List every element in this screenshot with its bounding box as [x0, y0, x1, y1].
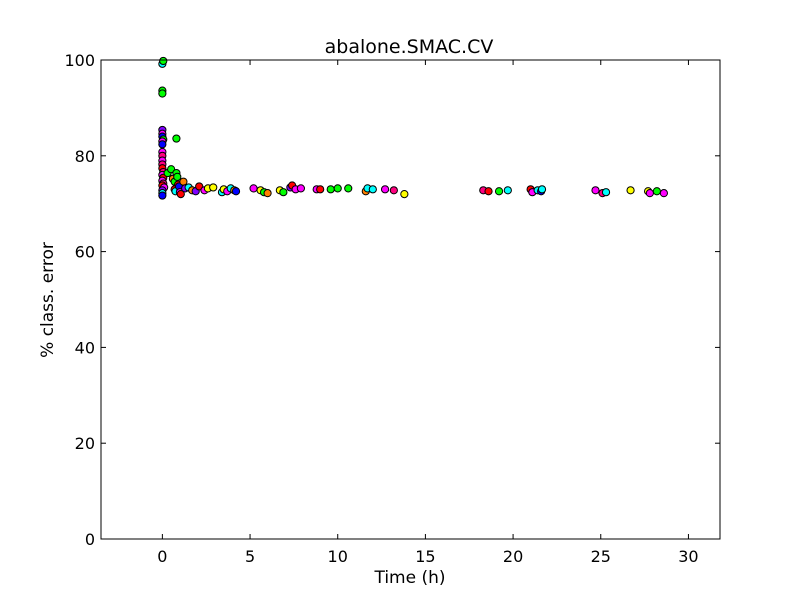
- data-point: [652, 187, 661, 196]
- x-axis-ticks: 0 5 10 15 20 25 30: [157, 60, 699, 566]
- y-tick-label: 40: [75, 338, 95, 357]
- x-tick-label: 15: [415, 547, 435, 566]
- plot-frame: [100, 59, 721, 540]
- data-point: [601, 188, 611, 197]
- data-point: [659, 189, 668, 198]
- data-point: [380, 185, 390, 194]
- x-axis-label: Time (h): [373, 568, 445, 588]
- data-point: [389, 186, 398, 195]
- data-point: [296, 184, 306, 193]
- data-point: [158, 89, 167, 98]
- data-point: [494, 187, 504, 196]
- data-point: [172, 134, 181, 143]
- data-point: [503, 186, 512, 195]
- chart-title: abalone.SMAC.CV: [325, 36, 494, 58]
- data-point: [173, 172, 182, 181]
- data-points: [158, 56, 668, 200]
- y-tick-label: 20: [75, 434, 95, 453]
- data-point: [591, 186, 600, 195]
- data-point: [626, 186, 635, 195]
- x-tick-label: 20: [503, 547, 523, 566]
- data-point: [279, 188, 288, 197]
- data-point: [368, 185, 377, 194]
- data-point: [400, 190, 409, 199]
- y-tick-label: 80: [75, 147, 95, 166]
- data-point: [176, 190, 185, 199]
- data-point: [333, 184, 342, 193]
- data-point: [344, 184, 353, 193]
- x-tick-label: 25: [591, 547, 611, 566]
- data-point: [263, 189, 272, 198]
- data-point: [209, 183, 218, 192]
- y-tick-label: 100: [64, 51, 95, 70]
- data-point: [316, 185, 325, 194]
- data-point: [159, 56, 168, 66]
- x-tick-label: 10: [328, 547, 348, 566]
- data-point: [537, 185, 547, 194]
- data-point: [158, 140, 167, 149]
- y-axis-ticks: 0 20 40 60 80 100: [64, 51, 720, 549]
- y-tick-label: 60: [75, 243, 95, 262]
- x-tick-label: 30: [678, 547, 698, 566]
- x-tick-label: 5: [245, 547, 255, 566]
- y-tick-label: 0: [85, 530, 95, 549]
- data-point: [179, 177, 188, 186]
- data-point: [158, 191, 167, 200]
- y-axis-label: % class. error: [38, 242, 58, 358]
- x-tick-label: 0: [157, 547, 167, 566]
- data-point: [249, 184, 258, 193]
- data-point: [326, 185, 335, 194]
- data-point: [484, 187, 493, 196]
- data-point: [231, 187, 241, 196]
- data-point: [645, 189, 654, 198]
